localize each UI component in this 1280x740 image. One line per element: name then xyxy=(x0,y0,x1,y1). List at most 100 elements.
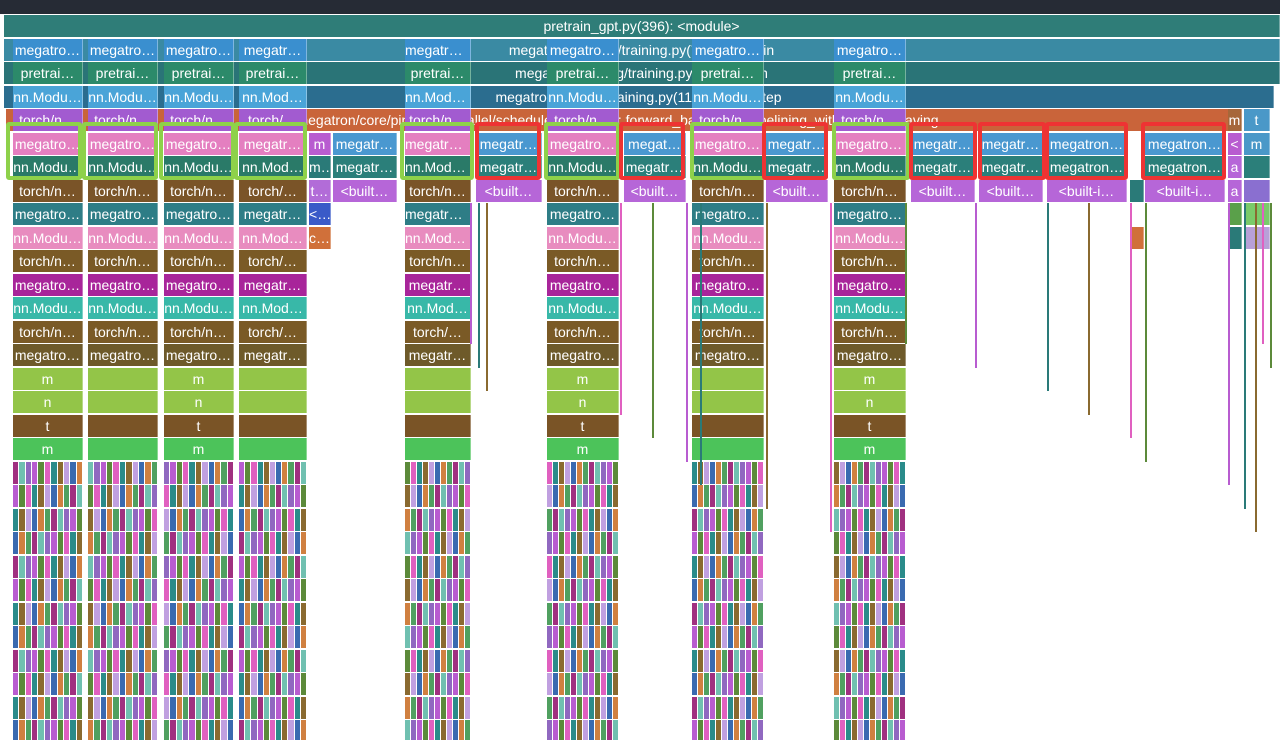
flame-frame[interactable] xyxy=(70,461,76,484)
flame-frame[interactable]: n xyxy=(164,391,234,413)
flame-frame[interactable] xyxy=(195,485,202,507)
flame-frame[interactable] xyxy=(864,602,869,625)
flame-frame[interactable] xyxy=(589,649,594,672)
flame-frame[interactable] xyxy=(145,461,151,484)
flame-frame[interactable] xyxy=(447,461,452,484)
flame-frame[interactable] xyxy=(25,461,32,484)
flame-frame[interactable] xyxy=(858,673,863,695)
flame-frame[interactable] xyxy=(692,649,697,672)
flame-frame[interactable] xyxy=(221,461,227,484)
flame-frame[interactable] xyxy=(429,673,434,695)
flame-frame[interactable] xyxy=(607,579,612,601)
flame-frame[interactable] xyxy=(202,555,208,578)
flame-frame[interactable] xyxy=(195,602,202,625)
flame-frame[interactable] xyxy=(263,626,269,648)
flame-frame[interactable] xyxy=(113,485,119,507)
flame-frame[interactable] xyxy=(441,696,446,719)
flame-frame[interactable] xyxy=(1228,203,1242,225)
flame-frame[interactable] xyxy=(119,673,126,695)
flame-frame[interactable] xyxy=(183,579,189,601)
flame-frame[interactable]: megatro… xyxy=(547,203,619,225)
flame-frame[interactable] xyxy=(263,696,269,719)
flame-frame[interactable] xyxy=(888,649,893,672)
flame-frame[interactable] xyxy=(138,696,145,719)
flame-frame[interactable] xyxy=(746,485,751,507)
flame-frame[interactable] xyxy=(189,602,195,625)
flame-frame[interactable] xyxy=(758,602,763,625)
flame-frame[interactable] xyxy=(900,720,905,740)
flame-frame[interactable]: megatr… xyxy=(239,132,307,155)
flame-frame[interactable] xyxy=(202,649,208,672)
flame-frame[interactable]: nn.Mod… xyxy=(239,156,307,178)
flame-frame[interactable] xyxy=(100,626,107,648)
flame-frame[interactable]: c… xyxy=(309,226,331,249)
flame-frame[interactable] xyxy=(183,649,189,672)
flame-frame[interactable] xyxy=(38,626,44,648)
flame-frame[interactable] xyxy=(704,696,709,719)
flame-frame[interactable] xyxy=(202,602,208,625)
flame-frame[interactable] xyxy=(170,626,176,648)
flame-frame[interactable] xyxy=(288,626,294,648)
flame-frame[interactable] xyxy=(882,673,887,695)
flame-frame[interactable] xyxy=(722,532,727,554)
flame-frame[interactable] xyxy=(269,696,276,719)
flame-frame[interactable] xyxy=(32,555,38,578)
flame-frame[interactable] xyxy=(276,485,282,507)
flame-frame[interactable] xyxy=(852,532,857,554)
flame-frame[interactable] xyxy=(577,555,582,578)
flame-frame[interactable]: megatro… xyxy=(834,344,906,366)
flame-frame[interactable] xyxy=(864,485,869,507)
flame-frame[interactable] xyxy=(840,626,845,648)
flame-frame[interactable] xyxy=(126,485,132,507)
flame-frame[interactable] xyxy=(76,485,82,507)
flame-frame[interactable] xyxy=(876,720,881,740)
flame-frame[interactable]: megatro… xyxy=(405,132,471,155)
flame-frame[interactable] xyxy=(429,649,434,672)
flame-frame[interactable] xyxy=(882,485,887,507)
flame-frame[interactable] xyxy=(269,555,276,578)
flame-frame[interactable] xyxy=(559,720,564,740)
flame-frame[interactable] xyxy=(435,579,440,601)
flame-frame[interactable] xyxy=(858,555,863,578)
flame-frame[interactable] xyxy=(63,720,70,740)
flame-frame[interactable] xyxy=(840,508,845,531)
flame-frame[interactable]: <built… xyxy=(911,179,975,202)
flame-frame[interactable] xyxy=(94,602,100,625)
flame-frame[interactable] xyxy=(710,485,715,507)
flame-frame[interactable] xyxy=(858,508,863,531)
flame-frame[interactable] xyxy=(465,673,470,695)
flame-frame[interactable] xyxy=(704,461,709,484)
flame-frame[interactable] xyxy=(300,461,306,484)
flame-frame[interactable] xyxy=(88,438,158,460)
flame-frame[interactable] xyxy=(251,720,257,740)
flame-frame[interactable] xyxy=(300,555,306,578)
flame-frame[interactable] xyxy=(740,602,745,625)
flame-frame[interactable] xyxy=(547,461,552,484)
flame-frame[interactable] xyxy=(752,532,757,554)
flame-frame[interactable] xyxy=(692,438,764,460)
flame-frame[interactable] xyxy=(251,626,257,648)
flame-frame[interactable] xyxy=(257,720,263,740)
flame-frame[interactable] xyxy=(300,579,306,601)
flame-frame[interactable] xyxy=(1244,179,1270,202)
flame-frame[interactable] xyxy=(239,508,245,531)
flame-frame[interactable] xyxy=(113,696,119,719)
flame-frame[interactable] xyxy=(132,579,138,601)
flame-frame[interactable] xyxy=(288,696,294,719)
flame-frame[interactable] xyxy=(734,579,739,601)
flame-frame[interactable] xyxy=(405,414,471,437)
flame-frame[interactable] xyxy=(423,508,428,531)
flame-frame[interactable] xyxy=(294,696,300,719)
flame-frame[interactable] xyxy=(245,461,251,484)
flame-frame[interactable] xyxy=(63,626,70,648)
flame-frame[interactable] xyxy=(183,673,189,695)
flame-frame[interactable] xyxy=(300,532,306,554)
flame-frame[interactable] xyxy=(547,555,552,578)
flame-frame[interactable] xyxy=(613,696,618,719)
flame-frame[interactable] xyxy=(453,555,458,578)
flame-frame[interactable] xyxy=(208,508,214,531)
flame-frame[interactable] xyxy=(282,696,288,719)
flame-frame[interactable]: megatro… xyxy=(88,344,158,366)
flame-frame[interactable] xyxy=(208,673,214,695)
flame-frame[interactable] xyxy=(164,720,170,740)
